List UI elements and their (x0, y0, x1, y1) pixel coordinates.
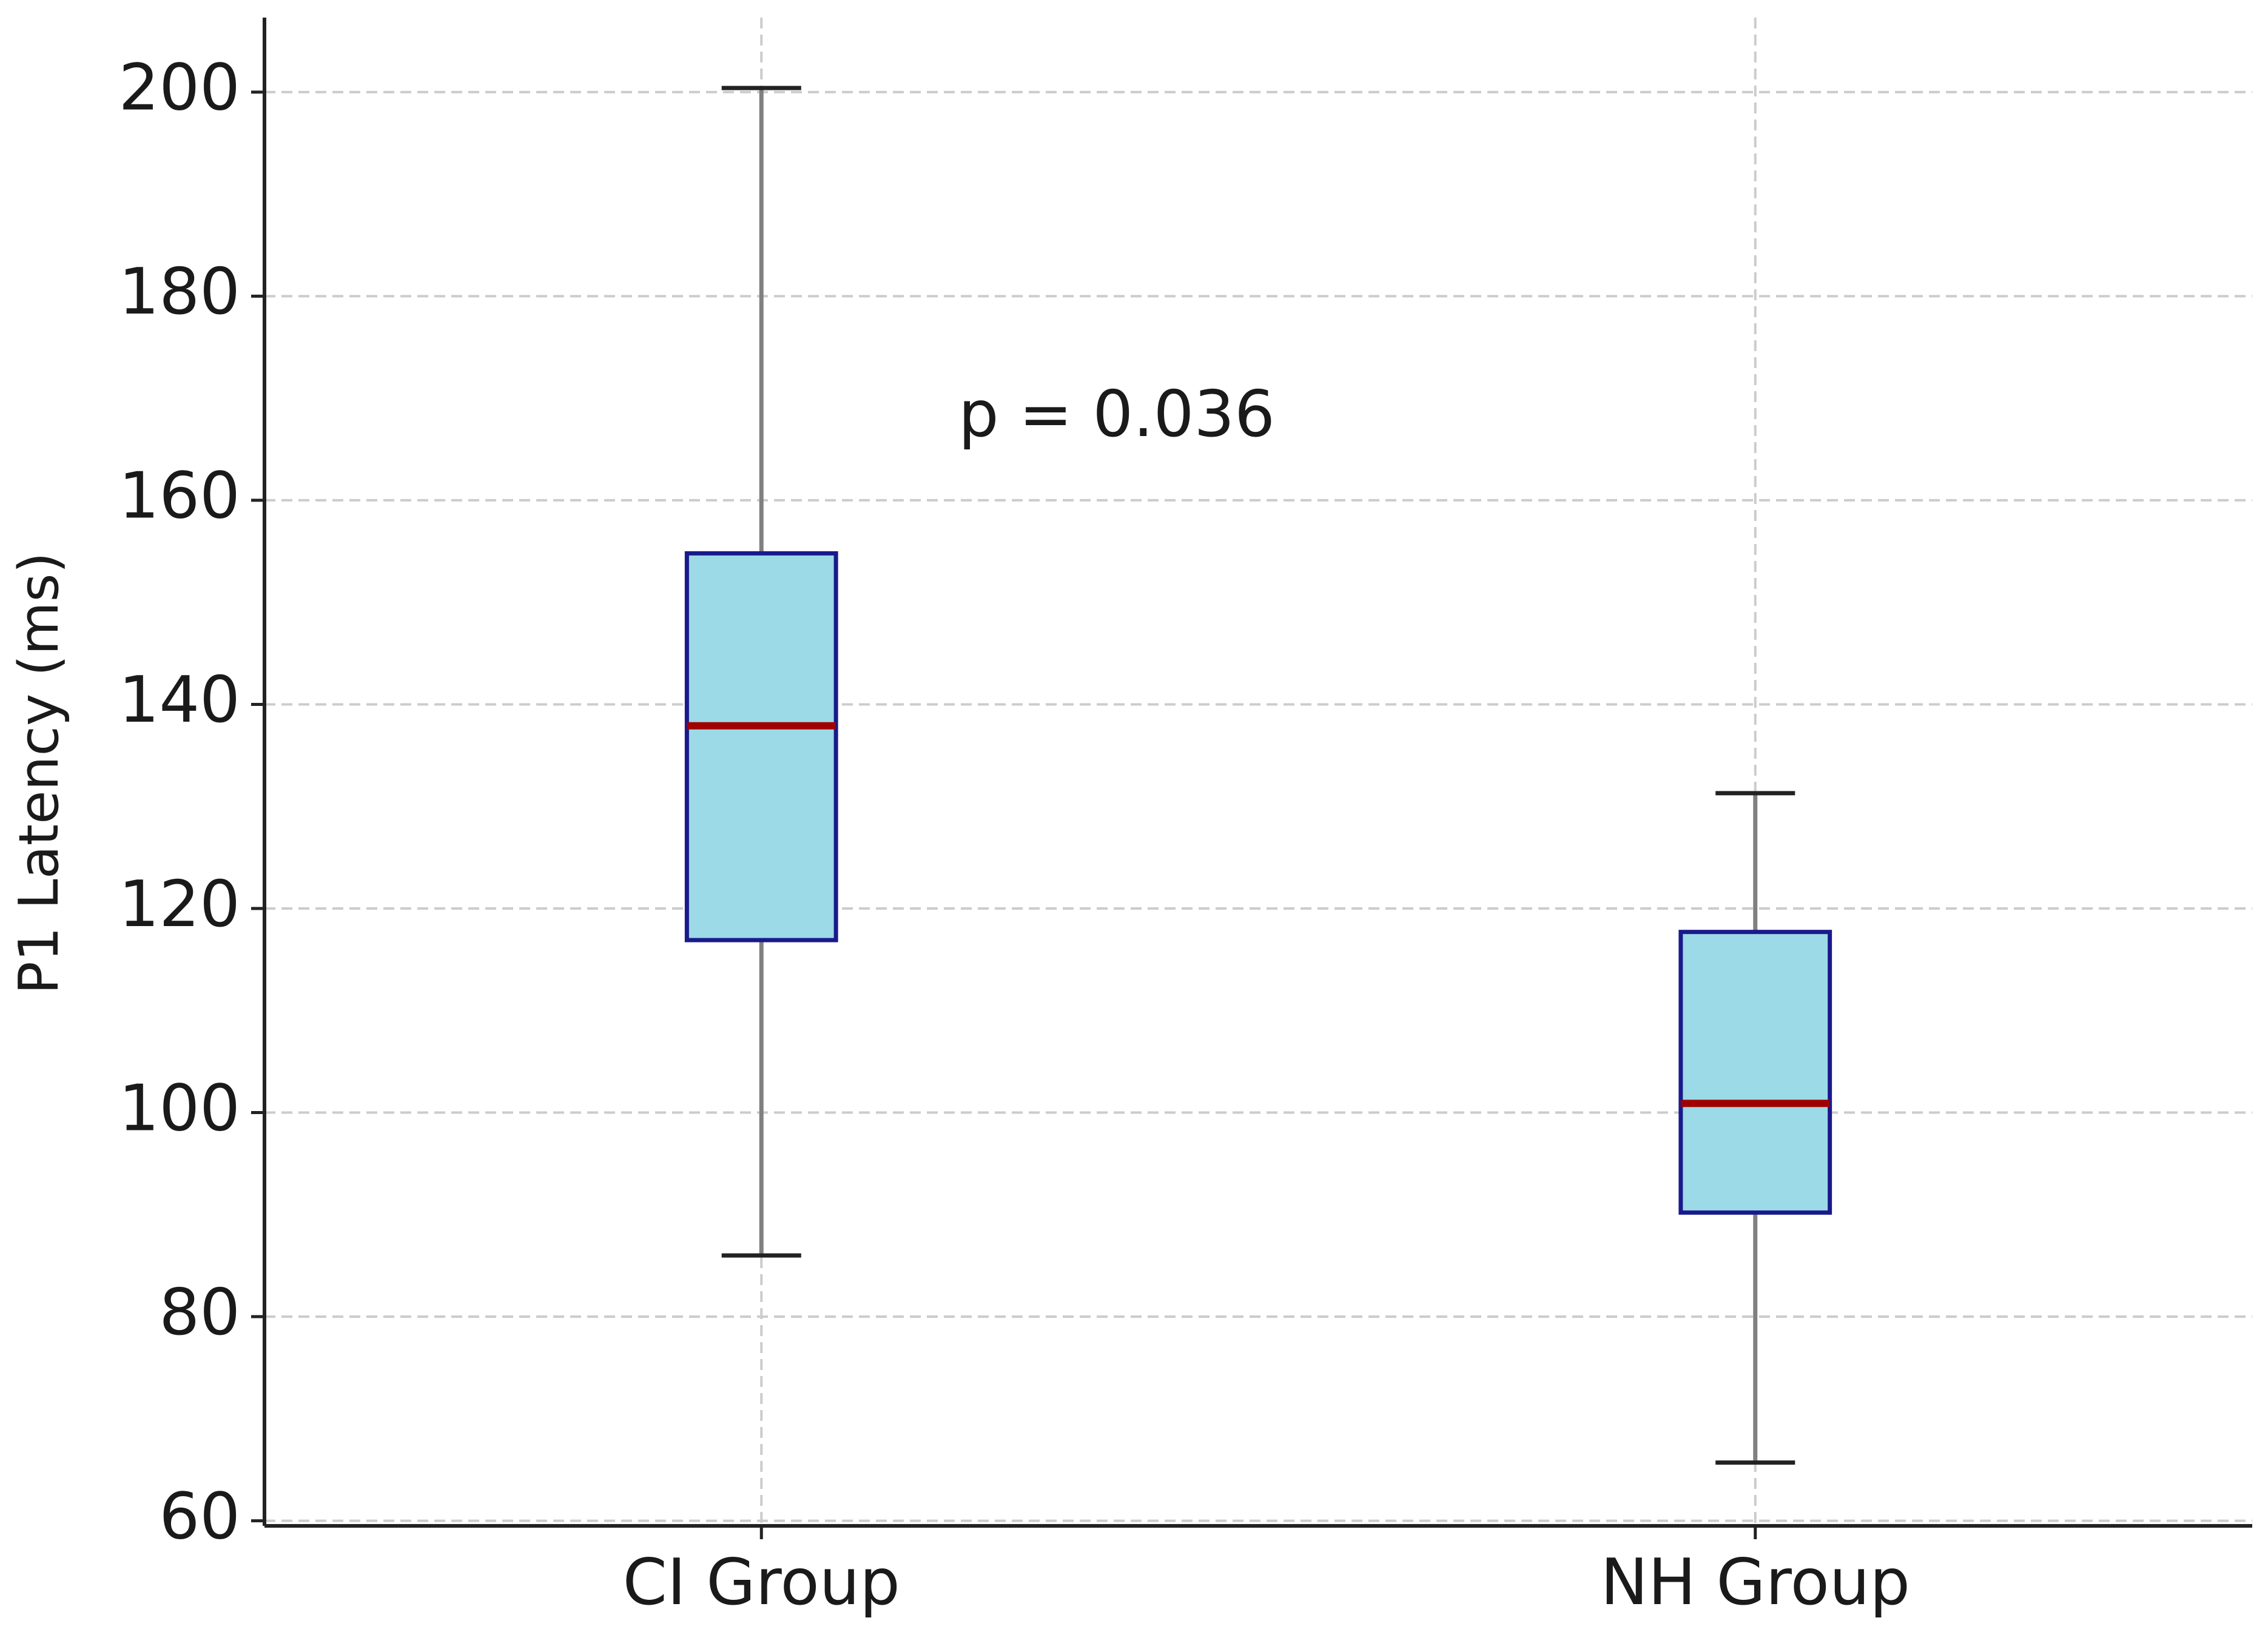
box (684, 551, 838, 942)
y-tick-label: 140 (119, 663, 240, 737)
y-tick-label: 120 (119, 867, 240, 941)
y-axis-label: P1 Latency (ms) (7, 552, 71, 994)
x-tick-label: NH Group (1600, 1545, 1910, 1619)
y-tick-label: 200 (119, 51, 240, 125)
box (1678, 930, 1832, 1215)
y-tick-label: 80 (159, 1275, 240, 1349)
y-tick-label: 100 (119, 1071, 240, 1145)
x-tick-label: CI Group (623, 1545, 900, 1619)
annotation: p = 0.036 (958, 377, 1275, 451)
y-tick-label: 180 (119, 255, 240, 329)
y-tick-label: 60 (159, 1479, 240, 1553)
y-tick-label: 160 (119, 459, 240, 533)
